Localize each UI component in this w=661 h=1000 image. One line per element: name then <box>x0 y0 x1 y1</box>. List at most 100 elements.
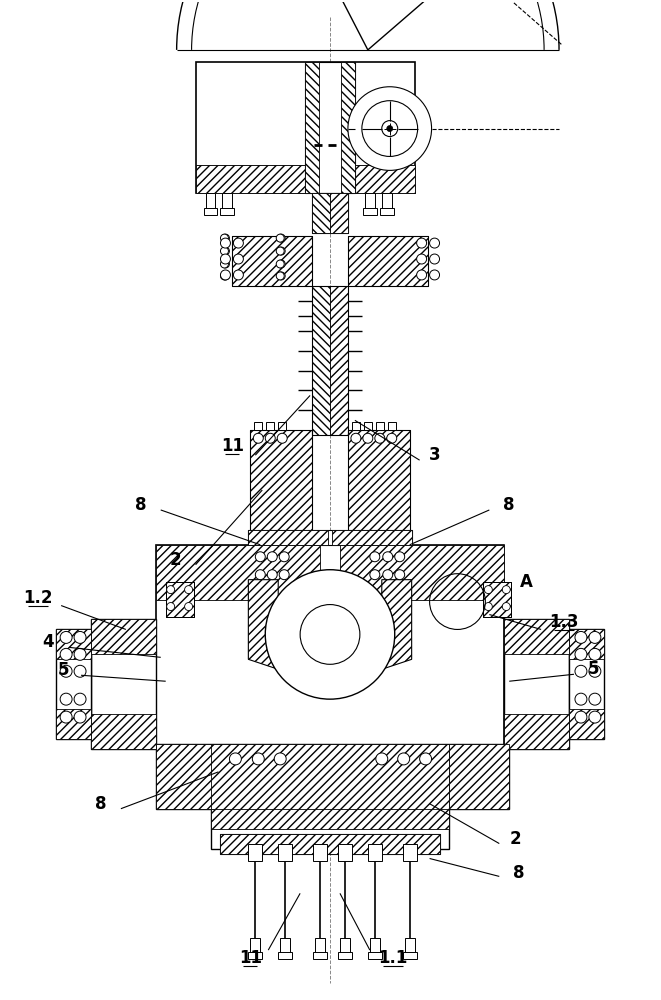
Circle shape <box>221 247 229 255</box>
Circle shape <box>279 552 289 562</box>
Circle shape <box>277 272 285 280</box>
Bar <box>382 193 392 209</box>
Bar <box>206 193 215 209</box>
Circle shape <box>60 631 72 643</box>
Bar <box>403 844 416 861</box>
Bar <box>348 430 410 545</box>
Circle shape <box>370 552 380 562</box>
Circle shape <box>233 270 243 280</box>
Polygon shape <box>249 580 278 669</box>
Bar <box>338 844 352 861</box>
Circle shape <box>363 433 373 443</box>
Bar <box>305 62 319 193</box>
Circle shape <box>253 433 263 443</box>
Bar <box>332 530 412 545</box>
Bar <box>348 236 428 286</box>
Bar <box>348 236 428 286</box>
Bar <box>166 582 194 617</box>
Bar <box>368 952 382 959</box>
Text: 11: 11 <box>239 949 262 967</box>
Bar <box>340 938 350 954</box>
Circle shape <box>276 234 284 242</box>
Text: 5: 5 <box>58 661 69 679</box>
Circle shape <box>575 665 587 677</box>
Circle shape <box>387 433 397 443</box>
Bar <box>348 430 410 545</box>
Circle shape <box>60 648 72 660</box>
Bar <box>313 844 327 861</box>
Circle shape <box>395 570 405 580</box>
Circle shape <box>575 631 587 643</box>
Bar <box>233 236 312 286</box>
Circle shape <box>233 254 243 264</box>
Text: 11: 11 <box>221 437 244 455</box>
Circle shape <box>279 570 289 580</box>
Circle shape <box>276 260 284 268</box>
Circle shape <box>416 238 426 248</box>
Bar <box>330 286 348 435</box>
Bar <box>91 619 156 654</box>
Bar <box>221 834 440 854</box>
Circle shape <box>370 570 380 580</box>
Bar <box>91 619 156 749</box>
Circle shape <box>348 87 432 170</box>
Circle shape <box>502 603 510 611</box>
Bar <box>156 545 320 600</box>
Circle shape <box>277 260 285 268</box>
Text: 3: 3 <box>429 446 440 464</box>
Bar <box>196 165 414 193</box>
Bar <box>251 430 312 545</box>
Bar <box>210 744 449 809</box>
Bar <box>251 430 312 545</box>
Circle shape <box>382 121 398 137</box>
Circle shape <box>430 270 440 280</box>
Bar <box>221 208 235 215</box>
Circle shape <box>221 270 231 280</box>
Circle shape <box>387 126 393 132</box>
Circle shape <box>575 648 587 660</box>
Bar <box>278 844 292 861</box>
Circle shape <box>167 586 175 594</box>
Circle shape <box>74 648 86 660</box>
Circle shape <box>575 693 587 705</box>
Circle shape <box>362 101 418 156</box>
Circle shape <box>502 586 510 594</box>
Bar <box>330 193 348 233</box>
Bar <box>370 938 380 954</box>
Bar <box>352 422 360 430</box>
Text: 2: 2 <box>170 551 182 569</box>
Circle shape <box>416 270 426 280</box>
Circle shape <box>277 234 285 242</box>
Text: 8: 8 <box>514 864 525 882</box>
Bar <box>196 165 414 193</box>
Circle shape <box>221 234 229 242</box>
Bar <box>376 422 384 430</box>
Circle shape <box>274 753 286 765</box>
Circle shape <box>253 753 264 765</box>
Bar <box>483 582 511 617</box>
Bar <box>156 744 509 809</box>
Circle shape <box>589 693 601 705</box>
Bar <box>315 938 325 954</box>
Circle shape <box>351 433 361 443</box>
Circle shape <box>60 665 72 677</box>
Bar <box>56 709 91 739</box>
Circle shape <box>221 234 229 242</box>
Circle shape <box>255 570 265 580</box>
Text: 1.1: 1.1 <box>378 949 407 967</box>
Text: 2: 2 <box>510 830 521 848</box>
Circle shape <box>383 552 393 562</box>
Circle shape <box>430 238 440 248</box>
Bar <box>280 938 290 954</box>
Bar <box>166 582 194 617</box>
Bar <box>483 582 511 617</box>
Bar <box>569 629 604 659</box>
Bar <box>312 286 330 435</box>
Circle shape <box>221 260 229 268</box>
Text: 5: 5 <box>588 660 600 678</box>
Text: 1.3: 1.3 <box>549 613 579 631</box>
Bar <box>156 545 504 749</box>
Circle shape <box>221 260 229 268</box>
Bar <box>388 422 396 430</box>
Circle shape <box>276 247 284 255</box>
